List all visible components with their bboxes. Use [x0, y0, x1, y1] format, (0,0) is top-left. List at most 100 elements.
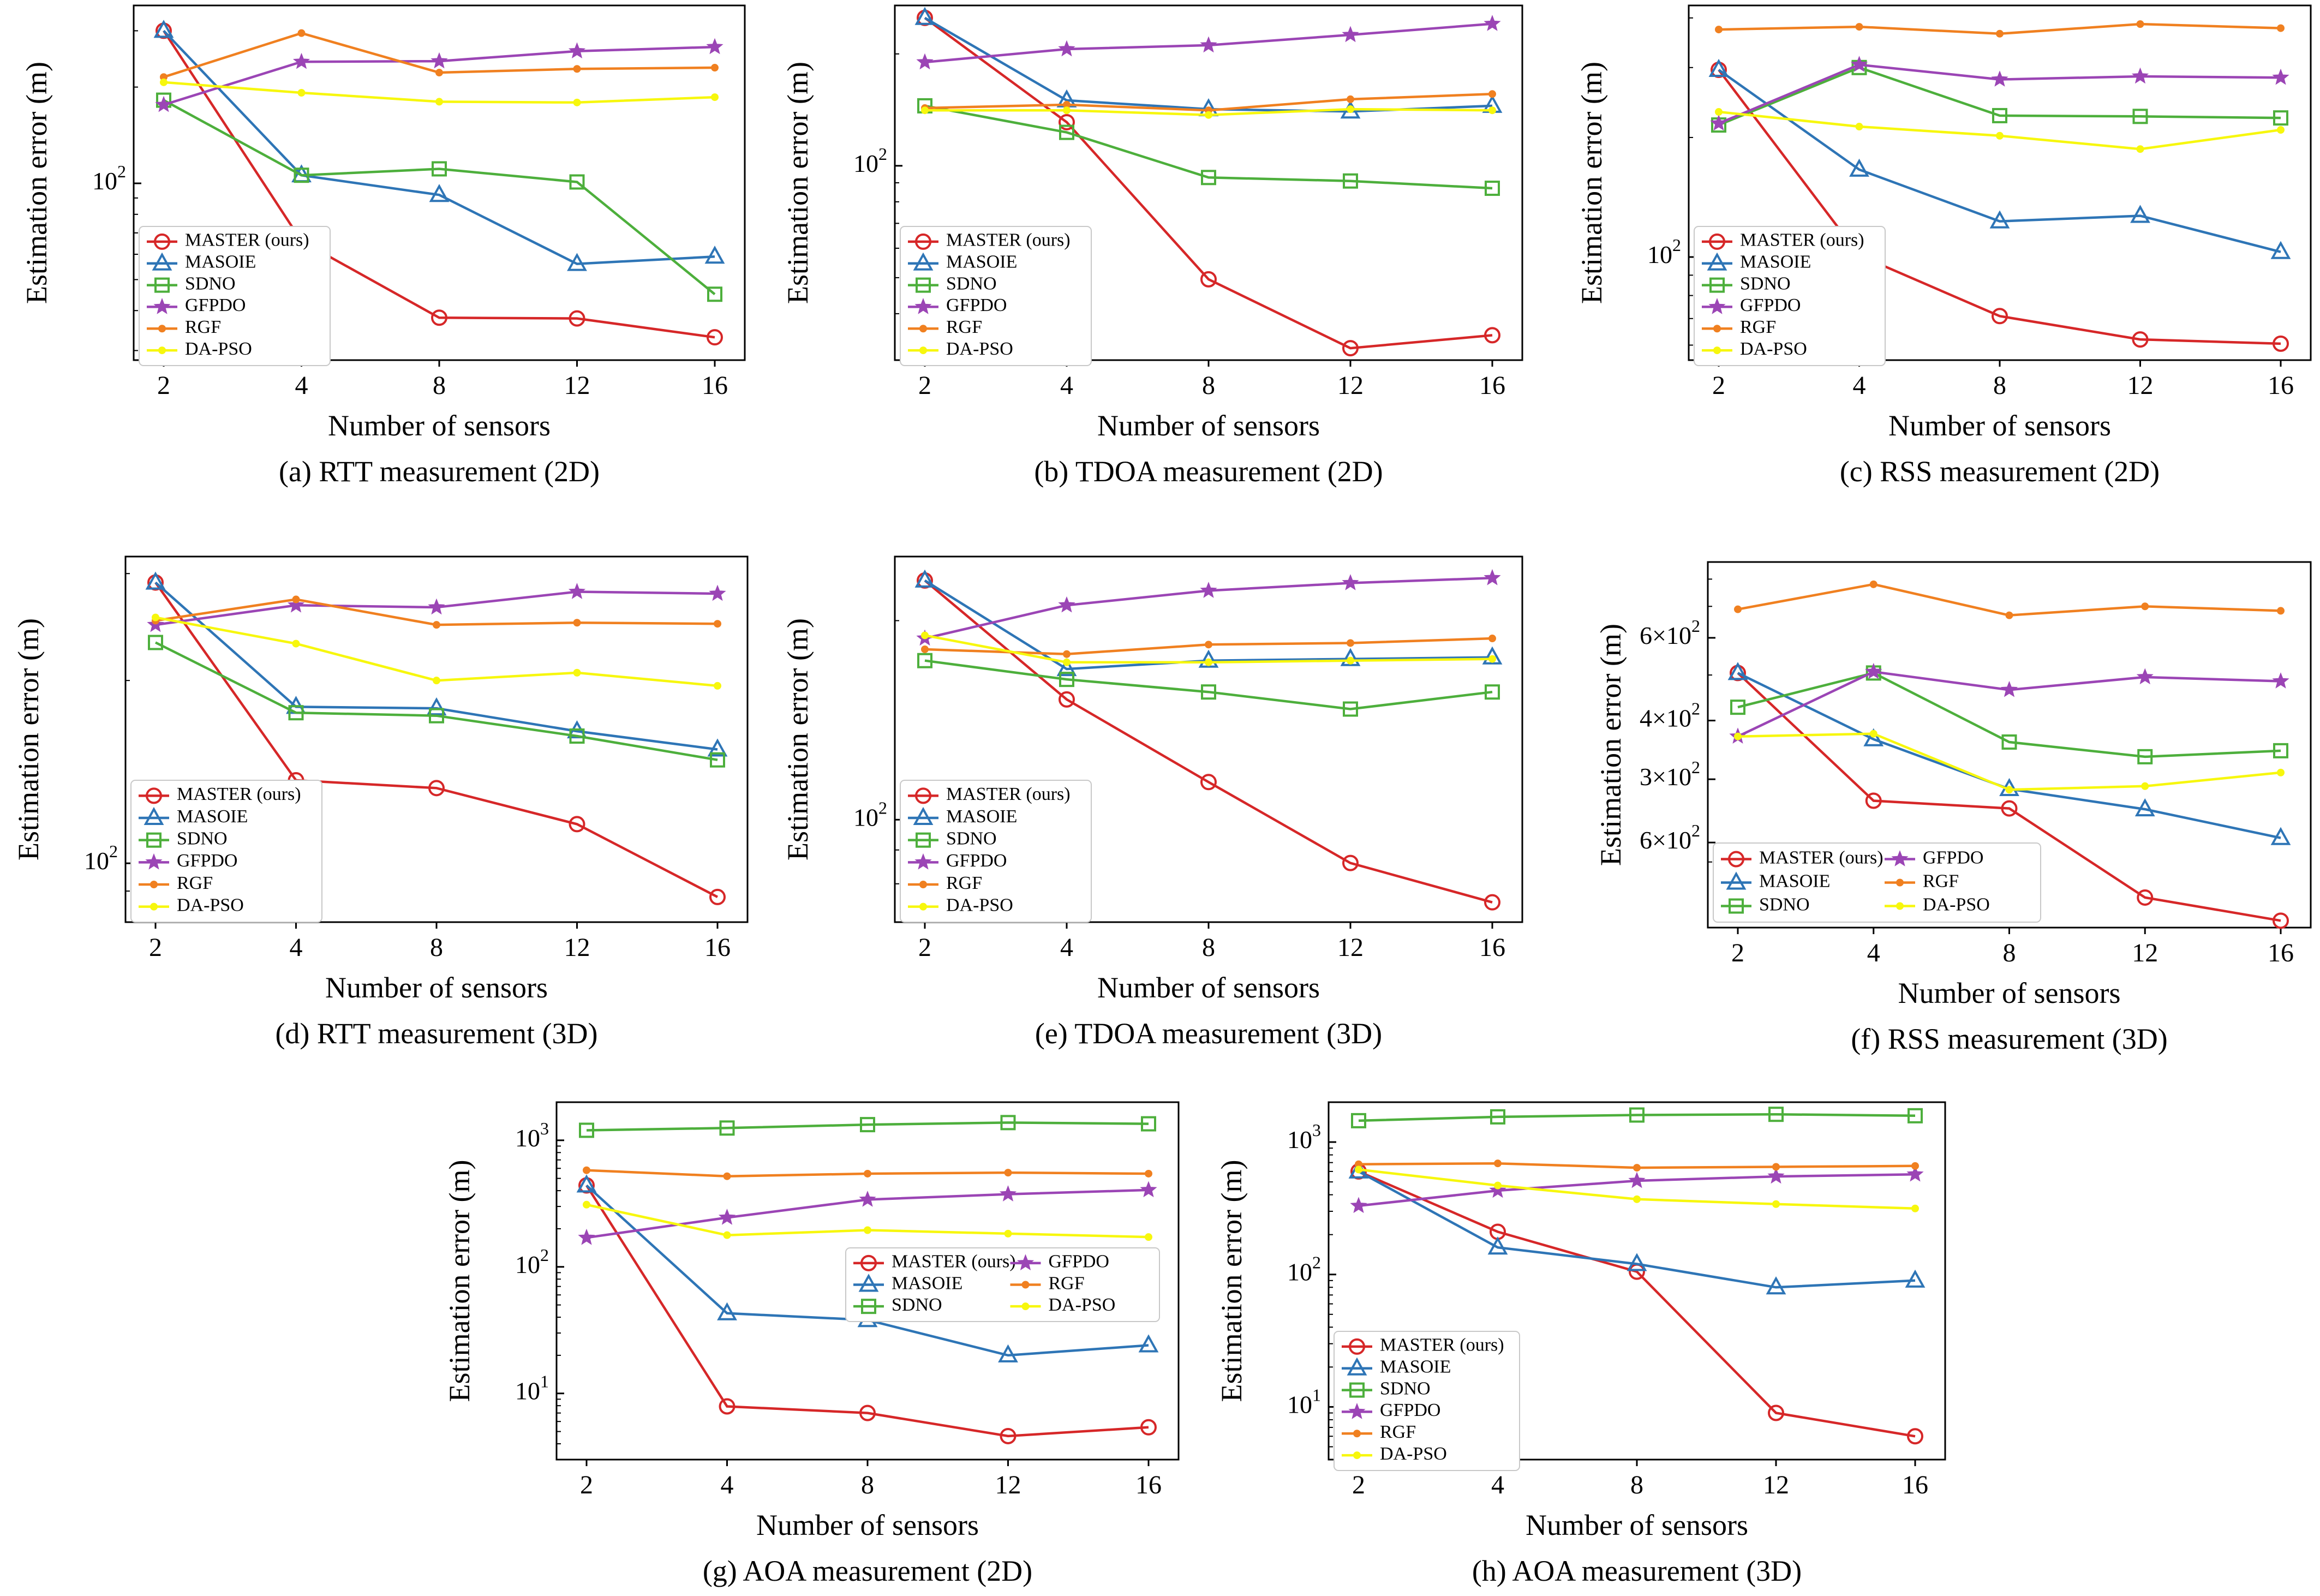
series-da-pso: [160, 78, 719, 106]
data-point: [432, 161, 447, 177]
data-point: [1198, 649, 1219, 668]
series-sdno: [579, 1115, 1156, 1138]
legend-label: MASOIE: [1740, 252, 1811, 272]
data-point: [921, 631, 929, 639]
x-axis-label: Number of sensors: [1888, 409, 2111, 442]
data-point: [2277, 24, 2285, 32]
legend-entry-rgf: RGF: [1342, 1422, 1416, 1442]
data-point: [707, 738, 728, 757]
data-point: [1355, 1165, 1362, 1174]
data-point: [719, 1398, 736, 1415]
data-point: [1201, 684, 1216, 700]
y-tick-label: 101: [1287, 1385, 1321, 1418]
legend-label: MASTER (ours): [177, 784, 301, 804]
panel-caption: (a) RTT measurement (2D): [279, 455, 600, 488]
legend-label: SDNO: [1759, 894, 1810, 914]
series-sdno: [148, 635, 725, 768]
data-point: [2272, 672, 2289, 689]
x-axis-label: Number of sensors: [1898, 977, 2121, 1009]
y-tick-label: 102: [853, 798, 887, 831]
x-tick-label: 12: [995, 1471, 1021, 1499]
legend-label: DA-PSO: [946, 339, 1013, 359]
data-point: [2270, 827, 2291, 845]
series-line: [1358, 1113, 1916, 1122]
legend-label: MASOIE: [946, 806, 1017, 827]
data-point: [1004, 1169, 1012, 1177]
legend-entry-masoie: MASOIE: [139, 806, 248, 827]
data-point: [1482, 646, 1503, 665]
legend-label: GFPDO: [177, 851, 237, 871]
x-tick-label: 2: [157, 371, 170, 400]
legend-entry-gfpdo: GFPDO: [908, 295, 1007, 315]
data-point: [1343, 701, 1358, 717]
data-point: [1000, 1427, 1017, 1444]
data-point: [1855, 123, 1863, 131]
x-tick-label: 4: [1853, 371, 1866, 400]
panel-caption: (e) TDOA measurement (3D): [1035, 1017, 1382, 1050]
x-tick-label: 16: [1902, 1471, 1928, 1499]
legend-entry-sdno: SDNO: [1702, 273, 1791, 294]
data-point: [1727, 662, 1748, 680]
data-point: [1869, 730, 1877, 738]
x-tick-label: 12: [2132, 939, 2158, 967]
x-tick-label: 12: [1763, 1471, 1789, 1499]
legend-label: RGF: [177, 873, 213, 893]
legend-marker: [1353, 1430, 1361, 1438]
legend-label: RGF: [185, 317, 221, 337]
legend-marker: [1349, 1382, 1365, 1398]
legend-marker: [916, 832, 931, 848]
data-point: [433, 621, 440, 629]
legend-entry-da-pso: DA-PSO: [908, 895, 1013, 915]
x-axis-label: Number of sensors: [1097, 971, 1320, 1004]
data-point: [2277, 607, 2285, 615]
legend-box: [845, 1247, 1160, 1322]
x-tick-label: 8: [861, 1471, 874, 1499]
legend-marker: [914, 298, 932, 314]
data-point: [573, 98, 581, 106]
data-point: [579, 1122, 594, 1138]
legend-label: MASTER (ours): [1759, 847, 1883, 868]
series-line: [1358, 1170, 1916, 1438]
legend-label: DA-PSO: [1049, 1295, 1116, 1315]
data-point: [1633, 1195, 1641, 1203]
x-tick-label: 8: [1630, 1471, 1643, 1499]
legend-label: MASTER (ours): [946, 784, 1071, 804]
x-tick-label: 2: [1352, 1471, 1365, 1499]
series-sdno: [1351, 1107, 1923, 1128]
series-da-pso: [921, 631, 1496, 666]
series-master-ours: [1730, 665, 2289, 929]
data-point: [714, 620, 721, 628]
legend-label: MASOIE: [185, 252, 256, 272]
x-tick-label: 4: [721, 1471, 734, 1499]
data-point: [706, 38, 723, 55]
legend-marker: [1726, 871, 1747, 890]
legend-box: [900, 780, 1092, 923]
data-point: [1347, 105, 1354, 113]
x-tick-label: 4: [1060, 933, 1073, 962]
legend-entry-sdno: SDNO: [147, 273, 236, 294]
data-point: [860, 1117, 875, 1133]
data-point: [2272, 68, 2289, 85]
data-point: [573, 668, 581, 677]
data-point: [153, 20, 174, 38]
data-point: [2273, 743, 2288, 758]
legend-entry-sdno: SDNO: [139, 828, 228, 848]
data-point: [428, 780, 445, 797]
legend-box: [900, 226, 1092, 366]
data-point: [2130, 205, 2150, 223]
chart-panel-h: 101 102 103 2 4 8 12 16 Number of sensors Estimat…: [1215, 1101, 1946, 1587]
data-point: [145, 571, 166, 590]
data-point: [1351, 1113, 1366, 1128]
legend-label: GFPDO: [946, 851, 1007, 871]
series-line: [163, 99, 716, 295]
data-point: [2131, 67, 2149, 84]
data-point: [1347, 656, 1354, 665]
legend-entry-master-ours: MASTER (ours): [139, 784, 301, 804]
data-point: [914, 7, 935, 25]
series-master-ours: [917, 572, 1500, 911]
data-point: [1343, 173, 1358, 189]
legend-entry-sdno: SDNO: [853, 1295, 942, 1315]
legend-entry-rgf: RGF: [1702, 317, 1776, 337]
legend-entry-masoie: MASOIE: [908, 806, 1017, 827]
